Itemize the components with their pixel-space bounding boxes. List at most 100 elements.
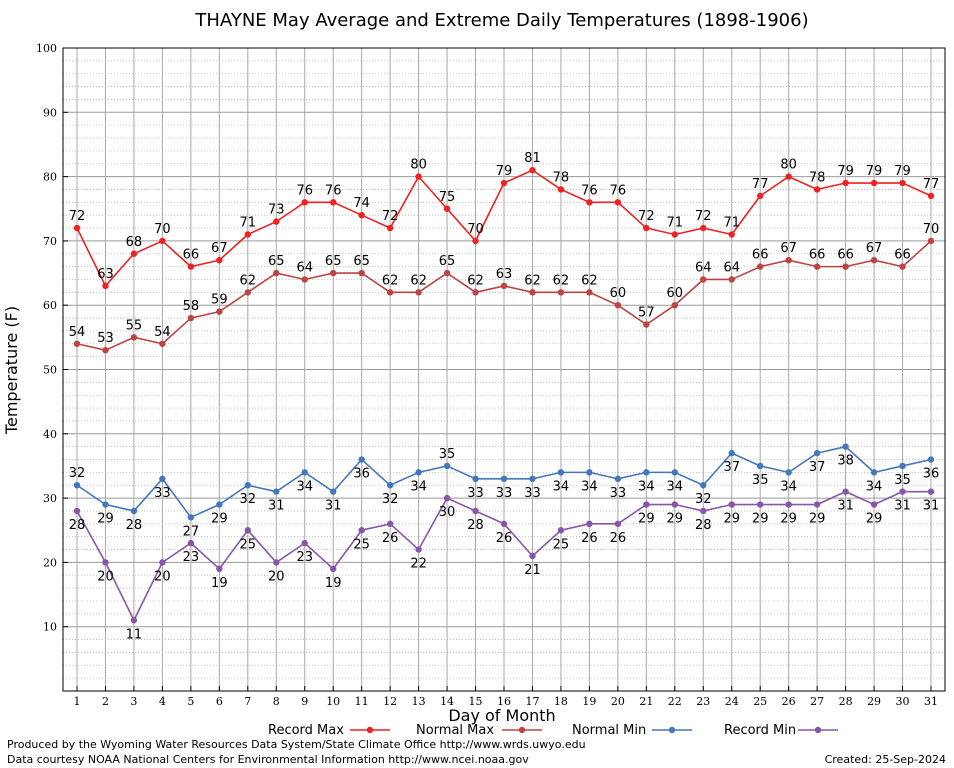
data-point	[415, 469, 422, 476]
data-point	[102, 347, 109, 354]
y-tick-label: 30	[43, 492, 57, 505]
data-point	[671, 231, 678, 238]
data-label: 59	[211, 293, 228, 308]
data-point	[813, 449, 821, 457]
data-label: 33	[610, 486, 627, 501]
data-label: 67	[211, 241, 228, 256]
data-point	[785, 173, 792, 180]
data-label: 62	[467, 273, 484, 288]
data-label: 32	[240, 492, 257, 507]
y-tick-label: 80	[43, 171, 57, 184]
data-point	[330, 269, 337, 277]
data-label: 80	[410, 158, 427, 173]
data-point	[899, 462, 906, 470]
data-label: 31	[325, 499, 342, 514]
data-label: 71	[723, 215, 740, 230]
data-label: 66	[183, 248, 200, 263]
data-point	[102, 282, 109, 290]
x-tick-label: 30	[896, 695, 910, 708]
data-point	[813, 263, 821, 270]
data-label: 19	[211, 576, 228, 591]
data-point	[643, 469, 650, 476]
data-label: 35	[439, 447, 456, 462]
x-tick-label: 10	[326, 695, 340, 708]
x-tick-label: 13	[412, 695, 426, 708]
data-point	[187, 539, 195, 547]
data-label: 65	[268, 254, 285, 269]
data-point	[529, 552, 536, 560]
data-label: 29	[211, 512, 228, 527]
data-label: 64	[695, 260, 712, 275]
data-label: 80	[780, 158, 797, 173]
footer-data-courtesy: Data courtesy NOAA National Centers for …	[7, 753, 529, 766]
data-label: 26	[496, 531, 513, 546]
data-label: 23	[183, 550, 200, 565]
x-tick-label: 8	[273, 695, 280, 708]
y-tick-label: 20	[43, 556, 57, 569]
data-label: 71	[240, 215, 257, 230]
data-point	[130, 507, 138, 515]
data-point	[728, 501, 735, 508]
data-label: 20	[268, 569, 285, 584]
data-label: 33	[496, 486, 513, 501]
data-point	[187, 514, 195, 521]
data-label: 28	[69, 518, 86, 533]
x-tick-label: 23	[696, 695, 710, 708]
data-label: 34	[553, 479, 570, 494]
data-point	[301, 539, 308, 547]
data-point	[643, 321, 650, 328]
data-point	[273, 269, 280, 277]
data-point	[700, 276, 707, 283]
data-label: 77	[923, 177, 940, 192]
y-tick-label: 10	[43, 621, 57, 634]
data-label: 33	[467, 486, 484, 501]
data-label: 34	[638, 479, 655, 494]
data-label: 53	[97, 331, 114, 346]
data-point	[500, 282, 508, 290]
data-label: 31	[268, 499, 285, 514]
data-label: 34	[296, 479, 313, 494]
data-point	[102, 501, 109, 508]
data-point	[330, 565, 337, 573]
data-label: 72	[382, 209, 399, 224]
y-tick-label: 90	[43, 106, 57, 119]
data-point	[927, 456, 935, 463]
data-point	[529, 289, 536, 296]
data-label: 65	[439, 254, 456, 269]
data-label: 79	[496, 164, 513, 179]
data-point	[614, 302, 622, 309]
data-label: 22	[410, 557, 427, 572]
footer-produced-by: Produced by the Wyoming Water Resources …	[7, 738, 586, 751]
x-tick-label: 14	[440, 695, 454, 708]
data-label: 70	[154, 222, 171, 237]
legend-marker	[814, 726, 822, 734]
data-point	[273, 488, 280, 495]
data-label: 62	[382, 273, 399, 288]
data-label: 62	[553, 273, 570, 288]
legend-label: Normal Min	[572, 723, 646, 738]
legend-label: Normal Max	[416, 723, 494, 738]
data-label: 79	[894, 164, 911, 179]
data-point	[443, 462, 451, 470]
data-point	[73, 340, 81, 347]
chart-title: THAYNE May Average and Extreme Daily Tem…	[194, 10, 808, 31]
data-point	[728, 276, 735, 283]
data-point	[899, 263, 906, 270]
data-point	[244, 231, 251, 238]
data-label: 33	[154, 486, 171, 501]
data-label: 30	[439, 505, 456, 520]
data-point	[187, 314, 195, 322]
legend-label: Record Min	[724, 723, 796, 738]
data-point	[244, 527, 251, 534]
data-label: 68	[126, 235, 143, 250]
data-label: 29	[667, 512, 684, 527]
data-label: 32	[695, 492, 712, 507]
data-label: 11	[126, 627, 143, 642]
data-point	[386, 520, 394, 528]
data-label: 70	[923, 222, 940, 237]
data-point	[842, 263, 849, 270]
data-label: 29	[866, 512, 883, 527]
x-tick-label: 5	[187, 695, 194, 708]
data-label: 20	[97, 569, 114, 584]
data-point	[785, 501, 792, 508]
